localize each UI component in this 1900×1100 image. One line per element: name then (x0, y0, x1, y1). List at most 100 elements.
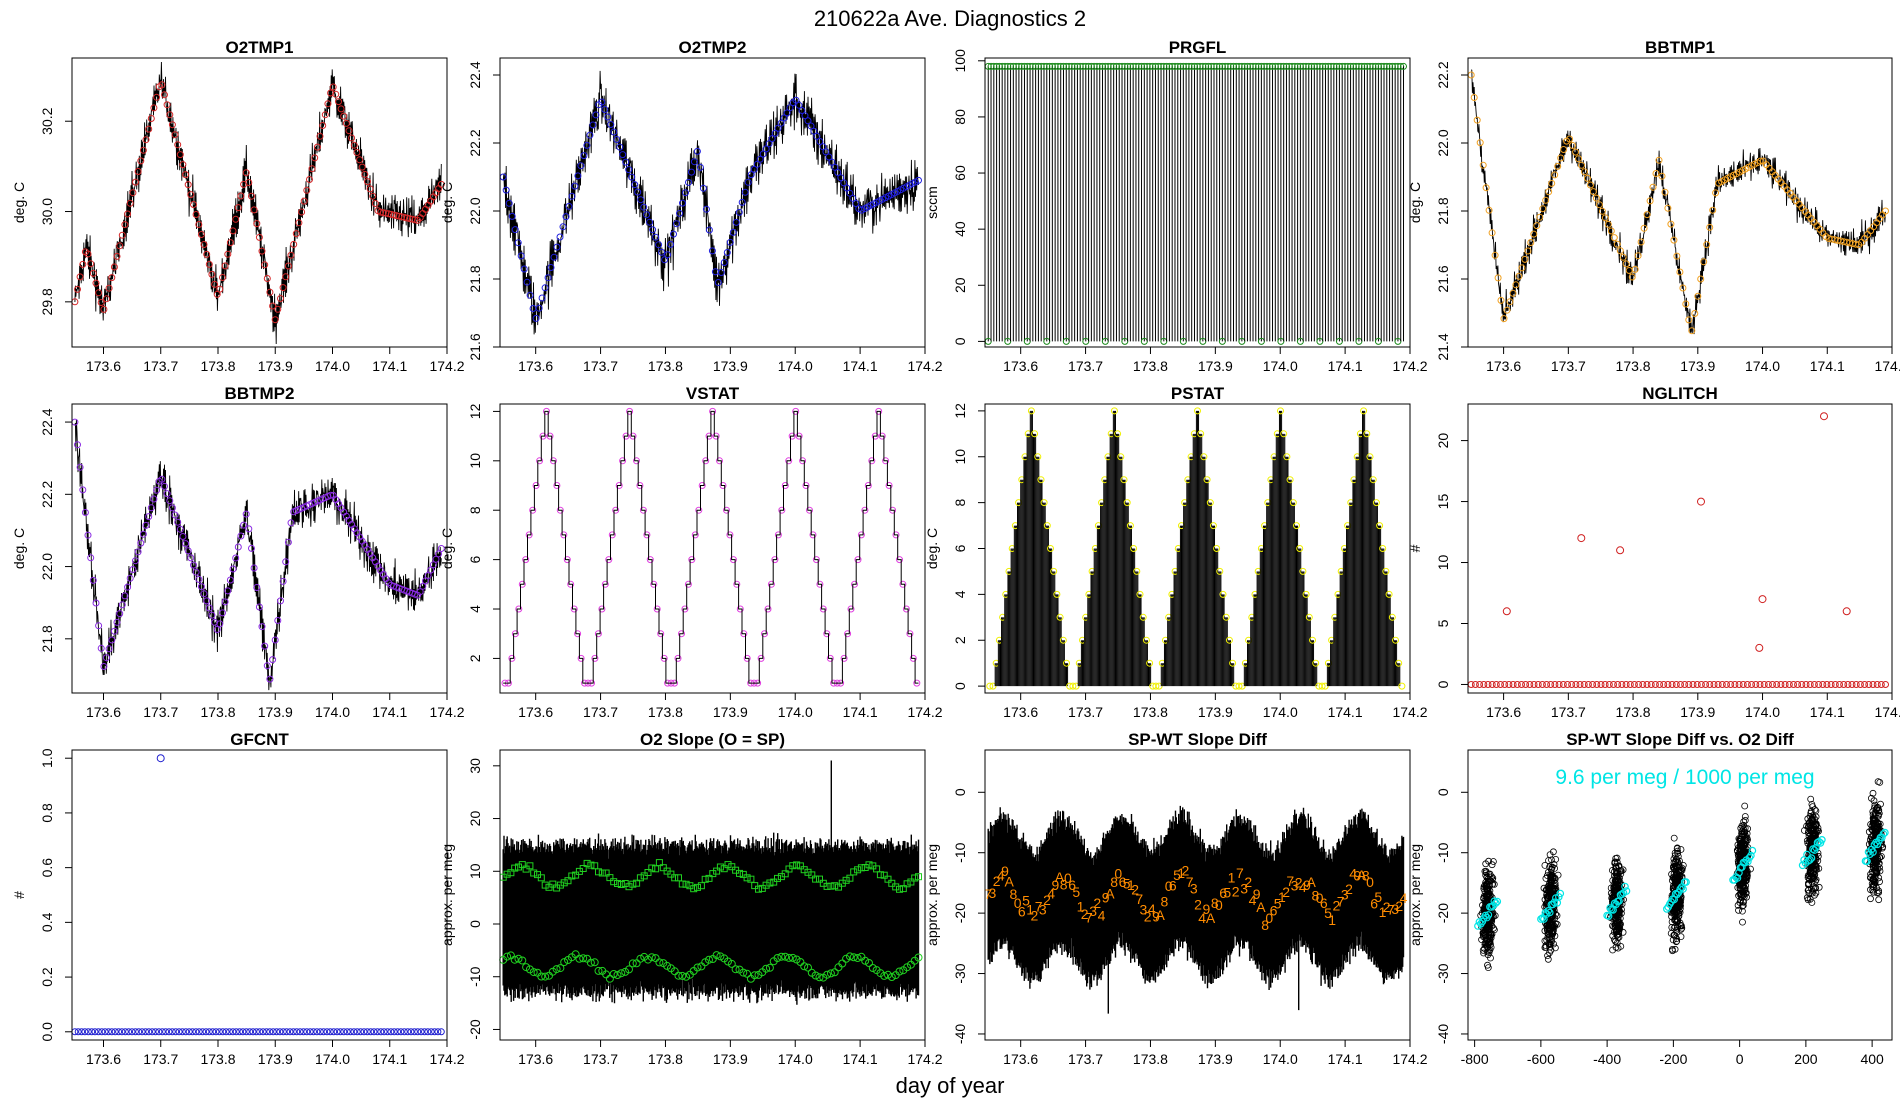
data-point (647, 953, 656, 962)
y-tick-label: 21.8 (1435, 197, 1451, 224)
data-point (595, 868, 602, 876)
data-point (163, 490, 171, 498)
data-point: 9 (1001, 863, 1009, 879)
data-point (371, 200, 379, 207)
x-tick-label: 174.1 (843, 358, 878, 374)
data-point (674, 971, 683, 980)
data-point (750, 165, 758, 173)
data-point (1539, 205, 1547, 213)
data-point (276, 1028, 284, 1036)
data-point: 7 (1236, 865, 1244, 881)
data-point (366, 185, 374, 193)
data-point (986, 682, 994, 690)
data-point (1512, 281, 1520, 289)
x-axis: 173.6 173.7 173.8 173.9 174.0 174.1 174.2 (86, 1040, 465, 1067)
data-point (1635, 680, 1643, 688)
data-point (755, 885, 762, 893)
data-point (1385, 590, 1393, 598)
data-point (1815, 680, 1823, 688)
data-point (256, 1028, 264, 1036)
data-point (319, 122, 327, 129)
data-point (142, 136, 150, 144)
data-point (1848, 680, 1856, 688)
plot-area: 9.6 per meg / 1000 per meg (1474, 766, 1889, 971)
x-tick-label: 174.1 (1810, 704, 1845, 720)
data-point (771, 556, 779, 564)
data-point (155, 1028, 163, 1036)
y-tick-label: 6 (952, 544, 968, 552)
data-point (570, 605, 578, 613)
data-point (724, 861, 732, 869)
x-tick-label: 174.0 (315, 358, 350, 374)
chart-panel-vstat: VSTAT deg. C 173.6 173.7 173.8 173.9 174.0 174.… (439, 384, 943, 720)
data-point (286, 1028, 294, 1036)
data-point (150, 495, 158, 503)
data-point (865, 861, 873, 869)
data-point (108, 636, 116, 644)
data-point (92, 599, 100, 607)
data-point: 1 (1228, 870, 1236, 886)
y-axis-label: deg. C (439, 528, 455, 569)
data-point (197, 583, 205, 591)
y-tick-label: -10 (1435, 842, 1451, 862)
data-point: 8 (1010, 886, 1018, 902)
data-point (236, 1028, 244, 1036)
data-point (1505, 680, 1513, 688)
data-point (253, 220, 261, 228)
data-point (762, 964, 771, 973)
x-tick-label: 173.8 (648, 1051, 683, 1067)
data-point (857, 864, 865, 872)
data-point (1538, 680, 1546, 688)
data-point (195, 1028, 203, 1036)
data-point (887, 973, 896, 981)
data-point (84, 1028, 92, 1036)
data-point: 6 (1169, 878, 1177, 894)
data-point (682, 189, 689, 197)
data-point (747, 875, 755, 883)
data-point (565, 202, 573, 210)
y-tick-label: 0.2 (39, 967, 55, 987)
data-point (514, 239, 522, 247)
data-point (1682, 300, 1690, 308)
data-point (1758, 595, 1767, 604)
data-point (1643, 211, 1651, 219)
data-point (1673, 252, 1681, 260)
data-point (727, 959, 736, 968)
data-point (369, 192, 377, 200)
data-point (1478, 917, 1487, 926)
data-point (810, 127, 818, 135)
data-point (1747, 851, 1755, 860)
data-point (717, 269, 725, 276)
data-point (1631, 265, 1639, 273)
data-point (633, 879, 641, 887)
y-axis: -40 -30 -20 -10 0 (952, 788, 985, 1044)
x-tick-label: 173.7 (143, 1051, 178, 1067)
data-point (1802, 680, 1810, 688)
data-point (1616, 247, 1624, 255)
chart-title: PSTAT (1171, 384, 1225, 403)
chart-panel-spwtvso2: SP-WT Slope Diff vs. O2 Diff approx. per … (1407, 730, 1893, 1067)
x-tick-label: 173.9 (258, 358, 293, 374)
data-point (556, 233, 564, 241)
data-point (761, 630, 768, 638)
data-point (849, 194, 857, 202)
data-point: 2 (1244, 874, 1252, 890)
data-point (688, 556, 696, 564)
data-point (163, 101, 171, 109)
y-tick-label: 21.6 (1435, 265, 1451, 292)
data-point (868, 457, 876, 465)
data-point (511, 226, 519, 234)
data-point (736, 869, 743, 877)
data-point (132, 557, 139, 565)
y-tick-label: 22.4 (39, 408, 55, 435)
data-point (885, 482, 893, 489)
data-point (1216, 567, 1224, 575)
y-tick-label: 20 (467, 811, 483, 827)
data-point (1676, 268, 1684, 276)
data-point (535, 304, 543, 312)
data-point: 3 (1039, 902, 1047, 918)
x-tick-label: 174.2 (907, 358, 942, 374)
data-point (572, 871, 580, 879)
data-point (1777, 680, 1785, 688)
x-axis: 173.6 173.7 173.8 173.9 174.0 174.1 174.2 (86, 347, 465, 374)
